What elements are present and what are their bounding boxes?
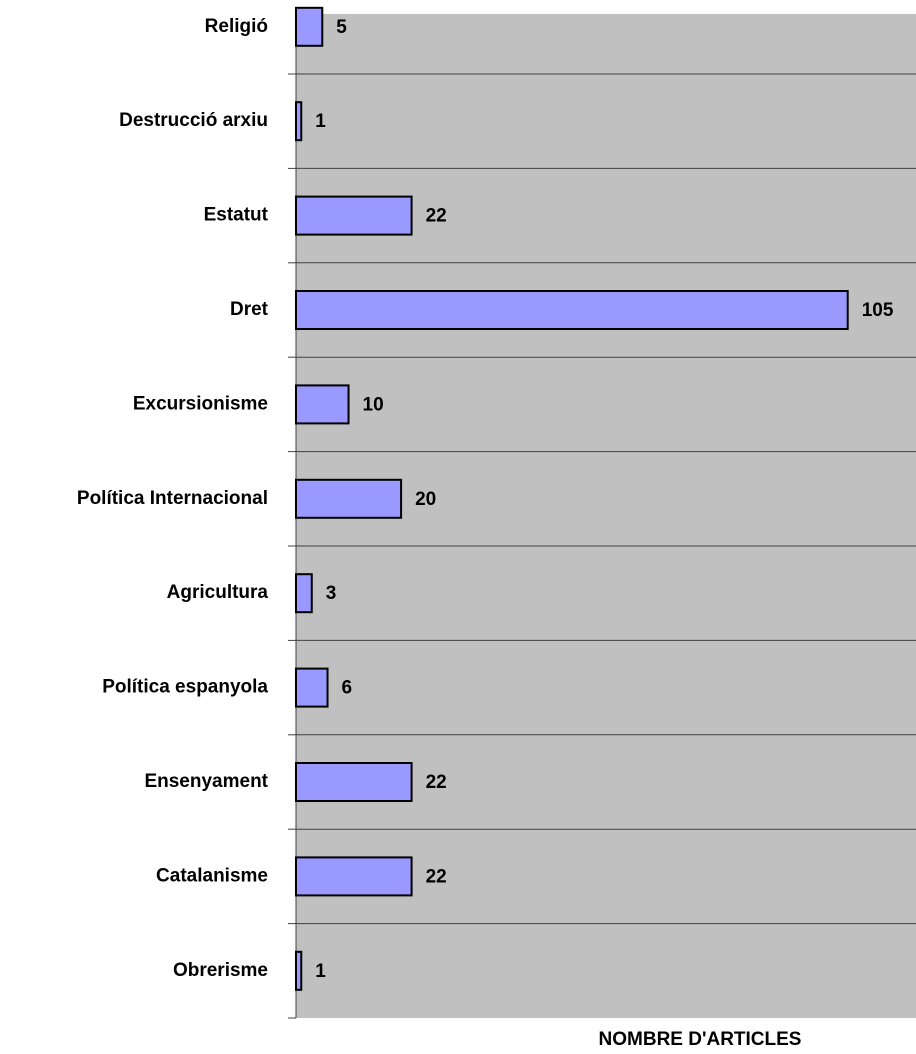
data-label: 1 [315,111,326,132]
bar [295,667,329,708]
bar [295,950,303,991]
y-tick-label: Agricultura [167,582,269,603]
data-label: 1 [315,961,326,982]
y-tick-label: Obrerisme [173,960,268,981]
data-label: 105 [862,300,894,321]
data-label: 3 [326,583,337,604]
data-label: 22 [426,206,447,227]
bar [295,290,849,330]
data-label: 22 [426,866,447,887]
data-label: 5 [336,17,347,38]
data-label: 20 [415,489,436,510]
y-tick-label: Excursionisme [133,393,268,414]
bar [295,101,303,142]
bar [295,478,403,519]
y-tick-label: Ensenyament [144,771,268,792]
y-tick-label: Religió [205,16,268,37]
y-tick-label: Destrucció arxiu [119,110,268,131]
x-axis-label: NOMBRE D'ARTICLES [599,1029,802,1050]
y-tick-label: Estatut [204,205,269,226]
y-tick-label: Catalanisme [156,865,268,886]
data-label: 22 [426,772,447,793]
bar [295,762,413,802]
bar [295,573,313,614]
y-tick-label: Dret [230,299,269,320]
y-tick-label: Política espanyola [102,677,268,698]
bar [295,6,324,47]
y-tick-label: Política Internacional [77,488,268,509]
data-label: 6 [342,678,353,699]
bar [295,384,350,425]
data-label: 10 [363,394,384,415]
bar [295,195,413,236]
bar [295,856,413,897]
